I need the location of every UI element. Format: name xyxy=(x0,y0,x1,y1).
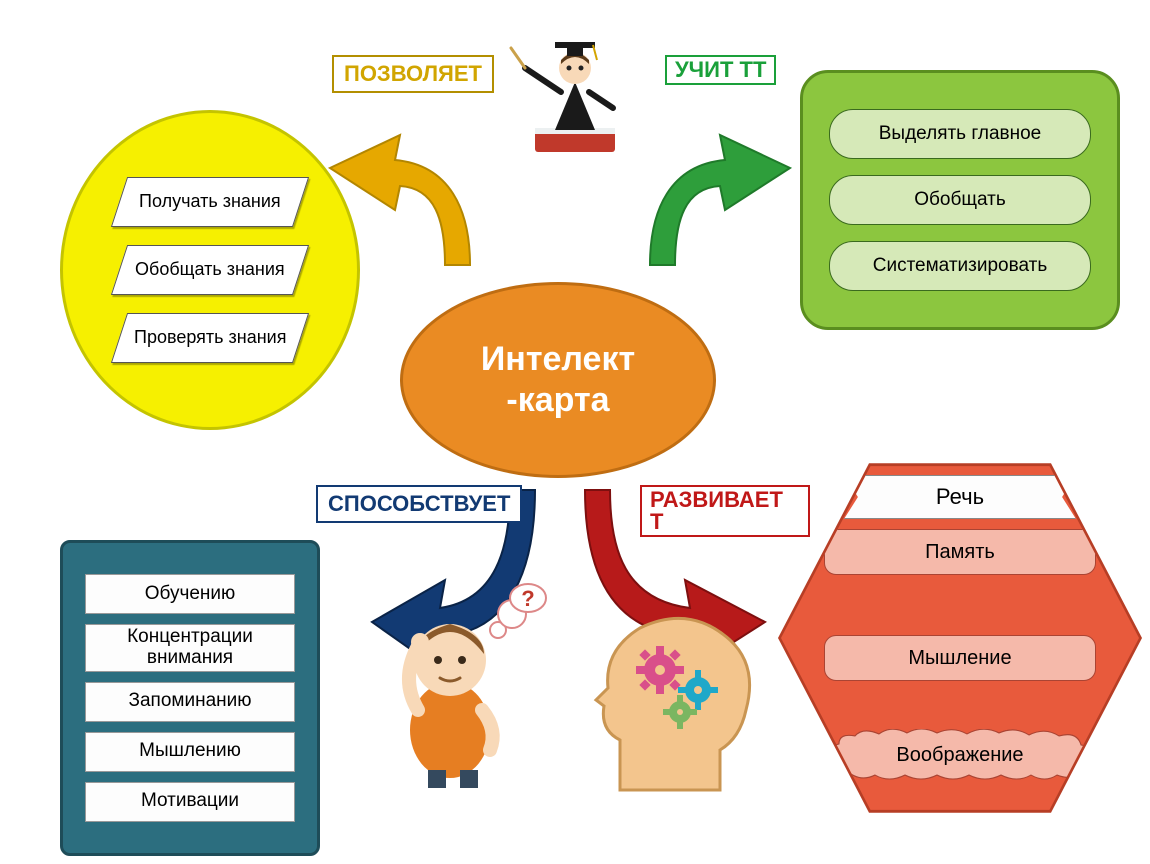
develops-item-flag: Речь xyxy=(844,475,1076,519)
teacher-icon xyxy=(505,20,645,160)
promotes-item-text: Мышлению xyxy=(139,741,241,762)
center-node: Интелект-карта xyxy=(400,282,716,478)
mindmap-canvas: Интелект-карта ПОЗВОЛЯЕТ УЧИТ ТТ СПОСОБС… xyxy=(0,0,1150,864)
teaches-item-text: Обобщать xyxy=(914,189,1006,211)
allows-item-text: Получать знания xyxy=(139,192,281,212)
teaches-item-text: Выделять главное xyxy=(879,123,1042,145)
thinking-child-icon: ? xyxy=(370,580,550,790)
node-teaches: Выделять главное Обобщать Систематизиров… xyxy=(800,70,1120,330)
develops-item-text: Память xyxy=(925,541,995,564)
promotes-item: Мотивации xyxy=(85,782,295,822)
brain-head-icon xyxy=(590,610,760,800)
promotes-item: Запоминанию xyxy=(85,682,295,722)
node-develops: Речь Память Мышление Воображение xyxy=(781,459,1139,817)
label-promotes: СПОСОБСТВУЕТ xyxy=(316,485,522,523)
label-teaches: УЧИТ ТТ xyxy=(665,55,776,85)
promotes-item: Обучению xyxy=(85,574,295,614)
develops-item-bubble: Память xyxy=(824,529,1096,575)
label-teaches-text: УЧИТ ТТ xyxy=(675,57,766,82)
promotes-item-text: Запоминанию xyxy=(129,691,252,712)
node-promotes: Обучению Концентрации внимания Запоминан… xyxy=(60,540,320,856)
teaches-item: Выделять главное xyxy=(829,109,1091,159)
label-develops-text: РАЗВИВАЕТ Т xyxy=(650,487,783,534)
promotes-item: Мышлению xyxy=(85,732,295,772)
promotes-item-text: Мотивации xyxy=(141,791,239,812)
promotes-item-text: Обучению xyxy=(145,584,236,605)
allows-item-text: Обобщать знания xyxy=(135,260,285,280)
develops-item-text: Воображение xyxy=(896,744,1023,767)
teaches-item-text: Систематизировать xyxy=(873,255,1048,277)
label-allows: ПОЗВОЛЯЕТ xyxy=(332,55,494,93)
label-allows-text: ПОЗВОЛЯЕТ xyxy=(344,61,482,86)
promotes-item-text: Концентрации внимания xyxy=(90,627,290,669)
develops-item-text: Мышление xyxy=(908,647,1011,670)
node-allows: Получать знания Обобщать знания Проверят… xyxy=(60,110,360,430)
teaches-item: Систематизировать xyxy=(829,241,1091,291)
allows-item-text: Проверять знания xyxy=(134,328,286,348)
node-develops-wrap: Речь Память Мышление Воображение xyxy=(778,456,1142,820)
allows-item: Получать знания xyxy=(111,177,309,227)
allows-item: Проверять знания xyxy=(111,313,309,363)
svg-text:?: ? xyxy=(521,586,534,611)
promotes-item: Концентрации внимания xyxy=(85,624,295,672)
allows-item: Обобщать знания xyxy=(111,245,309,295)
develops-item-cloud: Воображение xyxy=(825,729,1095,781)
arrow-teaches xyxy=(620,110,820,310)
label-promotes-text: СПОСОБСТВУЕТ xyxy=(328,491,510,516)
center-text: Интелект-карта xyxy=(481,339,635,421)
develops-item-bubble: Мышление xyxy=(824,635,1096,681)
teaches-item: Обобщать xyxy=(829,175,1091,225)
develops-item-text: Речь xyxy=(936,484,984,510)
